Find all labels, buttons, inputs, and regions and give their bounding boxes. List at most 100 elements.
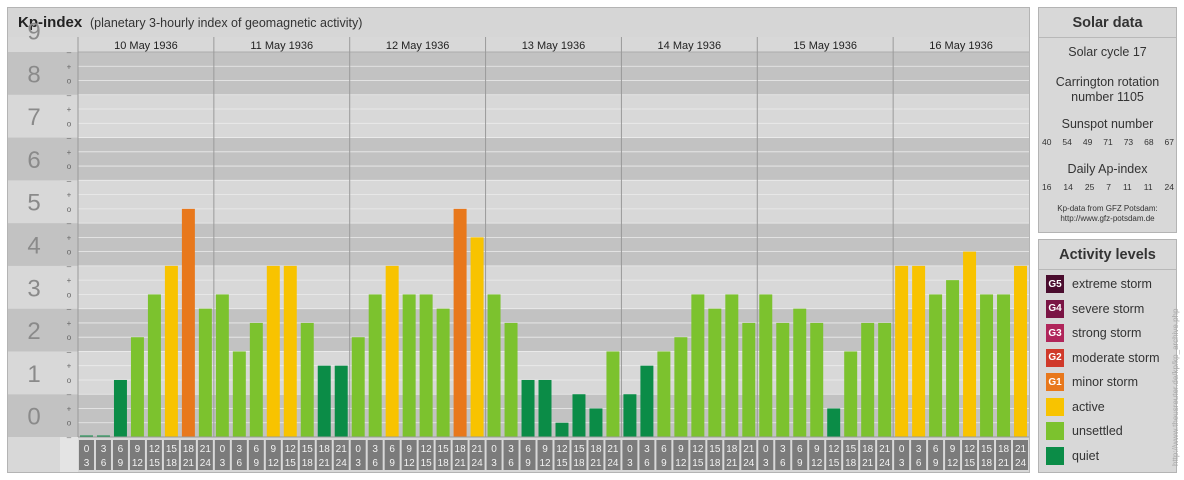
interval-end-label: 6 <box>237 458 243 469</box>
interval-end-label: 3 <box>220 458 226 469</box>
interval-start-label: 12 <box>149 444 161 455</box>
interval-end-label: 18 <box>845 458 857 469</box>
legend-swatch <box>1046 446 1064 465</box>
kp-bar-day5-slot2 <box>640 365 654 437</box>
interval-start-label: 3 <box>237 444 243 455</box>
ap-value-2: 14 <box>1063 182 1073 192</box>
interval-slot <box>962 440 978 470</box>
interval-end-label: 21 <box>183 458 195 469</box>
y-tick-label-9: 9 <box>27 19 40 46</box>
sunspot-values: 40 54 49 71 73 68 67 <box>1042 137 1174 147</box>
interval-end-label: 15 <box>421 458 433 469</box>
date-label-2: 11 May 1936 <box>250 40 313 52</box>
legend-swatch <box>1046 422 1064 440</box>
kp-bar-day7-slot5 <box>963 251 977 437</box>
legend-item-active: active <box>1046 397 1105 417</box>
interval-end-label: 24 <box>336 458 348 469</box>
solar-cycle: Solar cycle 17 <box>1068 45 1147 59</box>
kp-bar-day7-slot1 <box>895 265 909 437</box>
y-minor-label: + <box>67 105 72 114</box>
legend-swatch: G2 <box>1046 348 1064 367</box>
kp-bar-day6-slot1 <box>759 294 773 437</box>
interval-slot <box>656 440 672 470</box>
kp-bar-day7-slot6 <box>980 294 994 437</box>
interval-start-label: 18 <box>455 444 467 455</box>
kp-bar-day5-slot4 <box>674 337 688 437</box>
kp-bar-day2-slot6 <box>300 322 314 437</box>
y-minor-label: – <box>67 219 72 228</box>
kp-band-0 <box>8 394 1029 437</box>
interval-end-label: 6 <box>780 458 786 469</box>
interval-start-label: 3 <box>101 444 107 455</box>
y-tick-label-8: 8 <box>27 61 40 88</box>
kp-bar-day1-slot3 <box>113 379 127 437</box>
kp-bar-day7-slot2 <box>912 265 926 437</box>
interval-slot <box>996 440 1012 470</box>
interval-end-label: 12 <box>811 458 823 469</box>
interval-start-label: 15 <box>302 444 314 455</box>
y-minor-label: o <box>67 290 72 299</box>
chart-subtitle: (planetary 3-hourly index of geomagnetic… <box>90 16 363 30</box>
interval-start-label: 6 <box>118 444 124 455</box>
kp-bar-day5-slot8 <box>742 322 756 437</box>
interval-end-label: 3 <box>899 458 905 469</box>
kp-band-2 <box>8 308 1029 352</box>
interval-start-label: 6 <box>389 444 395 455</box>
interval-start-label: 6 <box>661 444 667 455</box>
interval-end-label: 9 <box>525 458 531 469</box>
interval-start-label: 12 <box>421 444 433 455</box>
interval-start-label: 0 <box>355 444 361 455</box>
interval-slot <box>248 440 264 470</box>
interval-end-label: 18 <box>573 458 585 469</box>
interval-slot <box>299 440 315 470</box>
interval-end-label: 6 <box>372 458 378 469</box>
interval-end-label: 24 <box>200 458 212 469</box>
interval-start-label: 21 <box>472 444 484 455</box>
kp-band-8 <box>8 52 1029 95</box>
legend-label: moderate storm <box>1072 350 1160 365</box>
interval-slot <box>146 440 162 470</box>
kp-bar-day4-slot7 <box>589 408 603 437</box>
interval-start-label: 6 <box>797 444 803 455</box>
sunspot-value-5: 73 <box>1123 137 1134 147</box>
interval-end-label: 21 <box>590 458 602 469</box>
interval-end-label: 21 <box>319 458 331 469</box>
kp-bar-day1-slot6 <box>164 265 178 437</box>
kp-bar-day2-slot5 <box>283 265 297 437</box>
solar-data-panel: Solar data Solar cycle 17 Carrington rot… <box>1038 7 1177 233</box>
interval-slot <box>163 440 179 470</box>
kp-bar-day1-slot7 <box>181 208 195 437</box>
kp-bar-day3-slot1 <box>351 337 365 437</box>
interval-end-label: 12 <box>268 458 280 469</box>
carrington-rotation-line-2: number 1105 <box>1071 90 1144 104</box>
y-minor-label: – <box>67 48 72 57</box>
interval-end-label: 3 <box>491 458 497 469</box>
y-minor-label: – <box>67 134 72 143</box>
interval-slot <box>945 440 961 470</box>
data-credit-link[interactable]: http://www.gfz-potsdam.de <box>1060 214 1155 223</box>
interval-start-label: 21 <box>1015 444 1027 455</box>
interval-slot <box>367 440 383 470</box>
y-minor-label: + <box>67 233 72 242</box>
interval-slot <box>928 440 944 470</box>
y-tick-label-0: 0 <box>27 404 40 431</box>
interval-slot <box>758 440 774 470</box>
legend-swatch: G4 <box>1046 299 1064 318</box>
interval-end-label: 24 <box>743 458 755 469</box>
interval-start-label: 18 <box>319 444 331 455</box>
interval-slot <box>265 440 281 470</box>
interval-start-label: 15 <box>709 444 721 455</box>
y-minor-label: o <box>67 119 72 128</box>
interval-slot <box>979 440 995 470</box>
interval-end-label: 12 <box>539 458 551 469</box>
interval-start-label: 9 <box>678 444 684 455</box>
kp-bar-day2-slot8 <box>334 365 348 437</box>
interval-start-label: 18 <box>183 444 195 455</box>
interval-slot <box>112 440 128 470</box>
interval-start-label: 18 <box>590 444 602 455</box>
interval-slot <box>826 440 842 470</box>
interval-start-label: 9 <box>950 444 956 455</box>
interval-slot <box>435 440 451 470</box>
ap-value-3: 25 <box>1084 182 1095 192</box>
ap-index-title: Daily Ap-index <box>1067 162 1148 176</box>
